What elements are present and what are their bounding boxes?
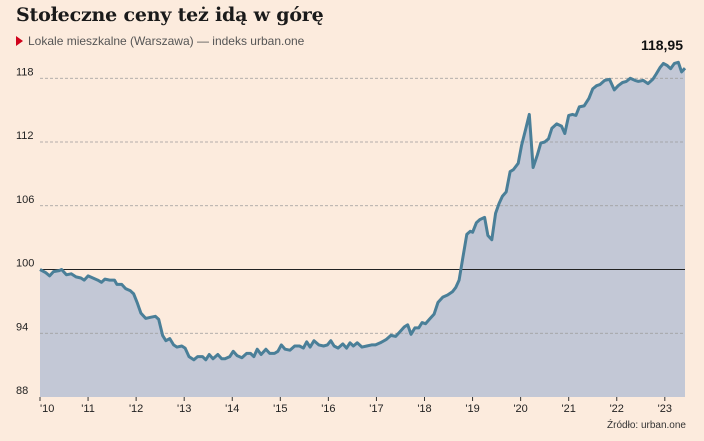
x-tick-label-2015: '15 bbox=[273, 403, 287, 415]
x-tick-label-2011: '11 bbox=[81, 403, 95, 415]
y-tick-label-88: 88 bbox=[16, 385, 28, 397]
x-tick-label-2013: '13 bbox=[177, 403, 191, 415]
x-tick-label-2017: '17 bbox=[369, 403, 383, 415]
series-line bbox=[39, 60, 687, 362]
x-tick-label-2021: '21 bbox=[562, 403, 576, 415]
x-tick-label-2020: '20 bbox=[513, 403, 527, 415]
x-tick-label-2023: '23 bbox=[658, 403, 672, 415]
x-tick-label-2018: '18 bbox=[417, 403, 431, 415]
x-tick-label-2010: '10 bbox=[40, 403, 54, 415]
y-tick-label-100: 100 bbox=[16, 258, 34, 270]
y-tick-label-118: 118 bbox=[16, 66, 34, 78]
y-tick-label-112: 112 bbox=[16, 130, 34, 142]
subtitle-text: Lokale mieszkalne (Warszawa) — indeks ur… bbox=[28, 34, 305, 48]
x-tick-label-2022: '22 bbox=[610, 403, 624, 415]
y-tick-label-106: 106 bbox=[16, 194, 34, 206]
chart-title: Stołeczne ceny też idą w górę bbox=[16, 4, 324, 26]
area-fill bbox=[40, 62, 685, 398]
x-tick-label-2019: '19 bbox=[465, 403, 479, 415]
x-tick-label-2012: '12 bbox=[129, 403, 143, 415]
end-value-label: 118,95 bbox=[641, 37, 683, 53]
y-tick-label-94: 94 bbox=[16, 321, 28, 333]
subtitle-marker-icon bbox=[16, 36, 23, 46]
source-note: Źródło: urban.one bbox=[607, 420, 686, 431]
x-tick-label-2014: '14 bbox=[225, 403, 239, 415]
x-tick-label-2016: '16 bbox=[321, 403, 335, 415]
chart-subtitle: Lokale mieszkalne (Warszawa) — indeks ur… bbox=[16, 34, 304, 48]
